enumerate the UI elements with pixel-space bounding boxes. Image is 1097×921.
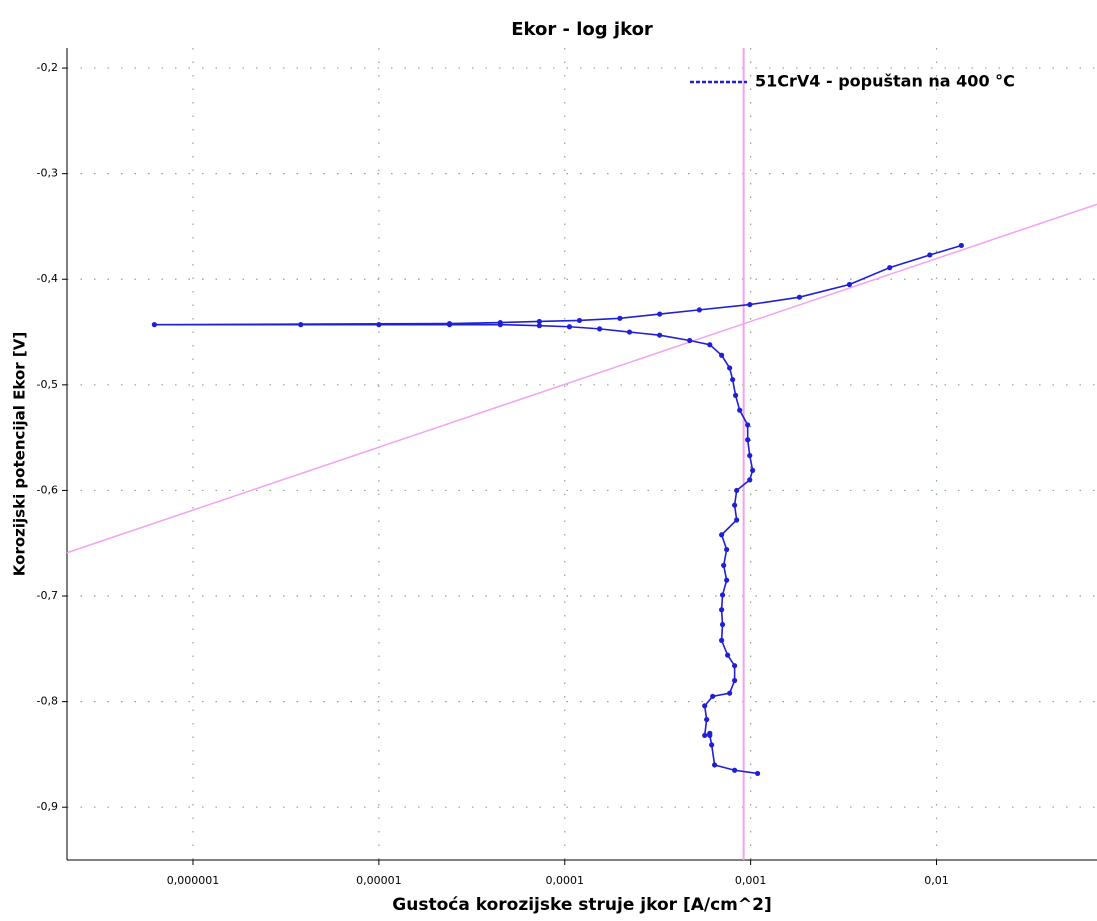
data-point	[687, 337, 693, 344]
y-tick-label: -0,4	[37, 272, 58, 285]
data-point	[710, 693, 716, 699]
data-point	[617, 315, 623, 321]
data-point	[702, 732, 708, 739]
data-point	[566, 324, 573, 330]
data-point	[724, 577, 730, 583]
data-point	[719, 532, 725, 538]
data-point	[719, 352, 725, 358]
y-tick-label: -0,8	[37, 695, 58, 708]
data-point	[745, 422, 751, 428]
data-point	[724, 546, 730, 553]
x-tick-label: 0,001	[735, 874, 767, 887]
data-point	[887, 265, 893, 271]
data-point	[719, 621, 726, 628]
data-point	[796, 294, 803, 300]
data-point	[734, 517, 740, 523]
data-point	[745, 437, 751, 443]
series-line	[154, 244, 962, 775]
y-tick-label: -0,5	[37, 378, 58, 391]
data-point	[712, 762, 718, 768]
data-point	[727, 690, 733, 696]
data-point	[696, 307, 702, 313]
data-point	[707, 730, 713, 736]
y-tick-label: -0,3	[37, 167, 58, 180]
x-axis-label: Gustoća korozijske struje jkor [A/cm^2]	[392, 895, 771, 915]
data-point	[657, 311, 663, 317]
data-point	[747, 301, 753, 308]
data-point	[721, 562, 727, 568]
data-point	[732, 502, 738, 508]
data-point	[536, 323, 542, 329]
data-point	[709, 742, 715, 748]
data-point	[750, 467, 756, 473]
data-point	[151, 322, 157, 328]
y-tick-label: -0,2	[37, 61, 58, 74]
x-tick-label: 0,01	[924, 874, 949, 887]
data-point	[597, 326, 603, 332]
data-point	[737, 407, 743, 413]
legend-label: 51CrV4 - popuštan na 400 °C	[755, 72, 1015, 91]
data-point	[626, 329, 633, 335]
data-point	[536, 318, 542, 325]
data-point	[732, 677, 738, 684]
data-point	[747, 477, 753, 483]
data-point	[702, 703, 708, 709]
data-point	[732, 392, 739, 398]
chart-title: Ekor - log jkor	[511, 19, 653, 40]
data-point	[927, 252, 933, 258]
data-point	[376, 322, 382, 328]
data-point	[734, 487, 740, 494]
data-point	[704, 716, 710, 723]
data-point	[958, 242, 964, 249]
x-tick-label: 0,00001	[356, 874, 402, 887]
data-point	[846, 281, 853, 288]
tafel-fit-line	[66, 203, 1097, 554]
data-point	[732, 663, 738, 669]
data-point	[727, 365, 733, 371]
data-point	[732, 767, 738, 773]
y-axis-label: Korozijski potencijal Ekor [V]	[11, 332, 29, 576]
x-tick-label: 0,000001	[167, 874, 220, 887]
data-point	[719, 592, 726, 598]
data-point	[754, 770, 761, 777]
data-point	[497, 319, 503, 326]
data-point	[657, 332, 663, 338]
data-point	[719, 637, 725, 643]
x-tick-label: 0,0001	[546, 874, 585, 887]
y-tick-label: -0,9	[37, 800, 58, 813]
data-point	[298, 322, 304, 328]
data-point	[446, 320, 453, 327]
data-point	[747, 452, 753, 459]
data-point	[576, 317, 583, 324]
y-tick-label: -0,7	[37, 589, 58, 602]
data-point	[725, 652, 731, 658]
data-point	[707, 342, 713, 348]
data-point	[730, 376, 736, 383]
y-tick-label: -0,6	[37, 483, 58, 496]
data-point	[719, 607, 725, 613]
